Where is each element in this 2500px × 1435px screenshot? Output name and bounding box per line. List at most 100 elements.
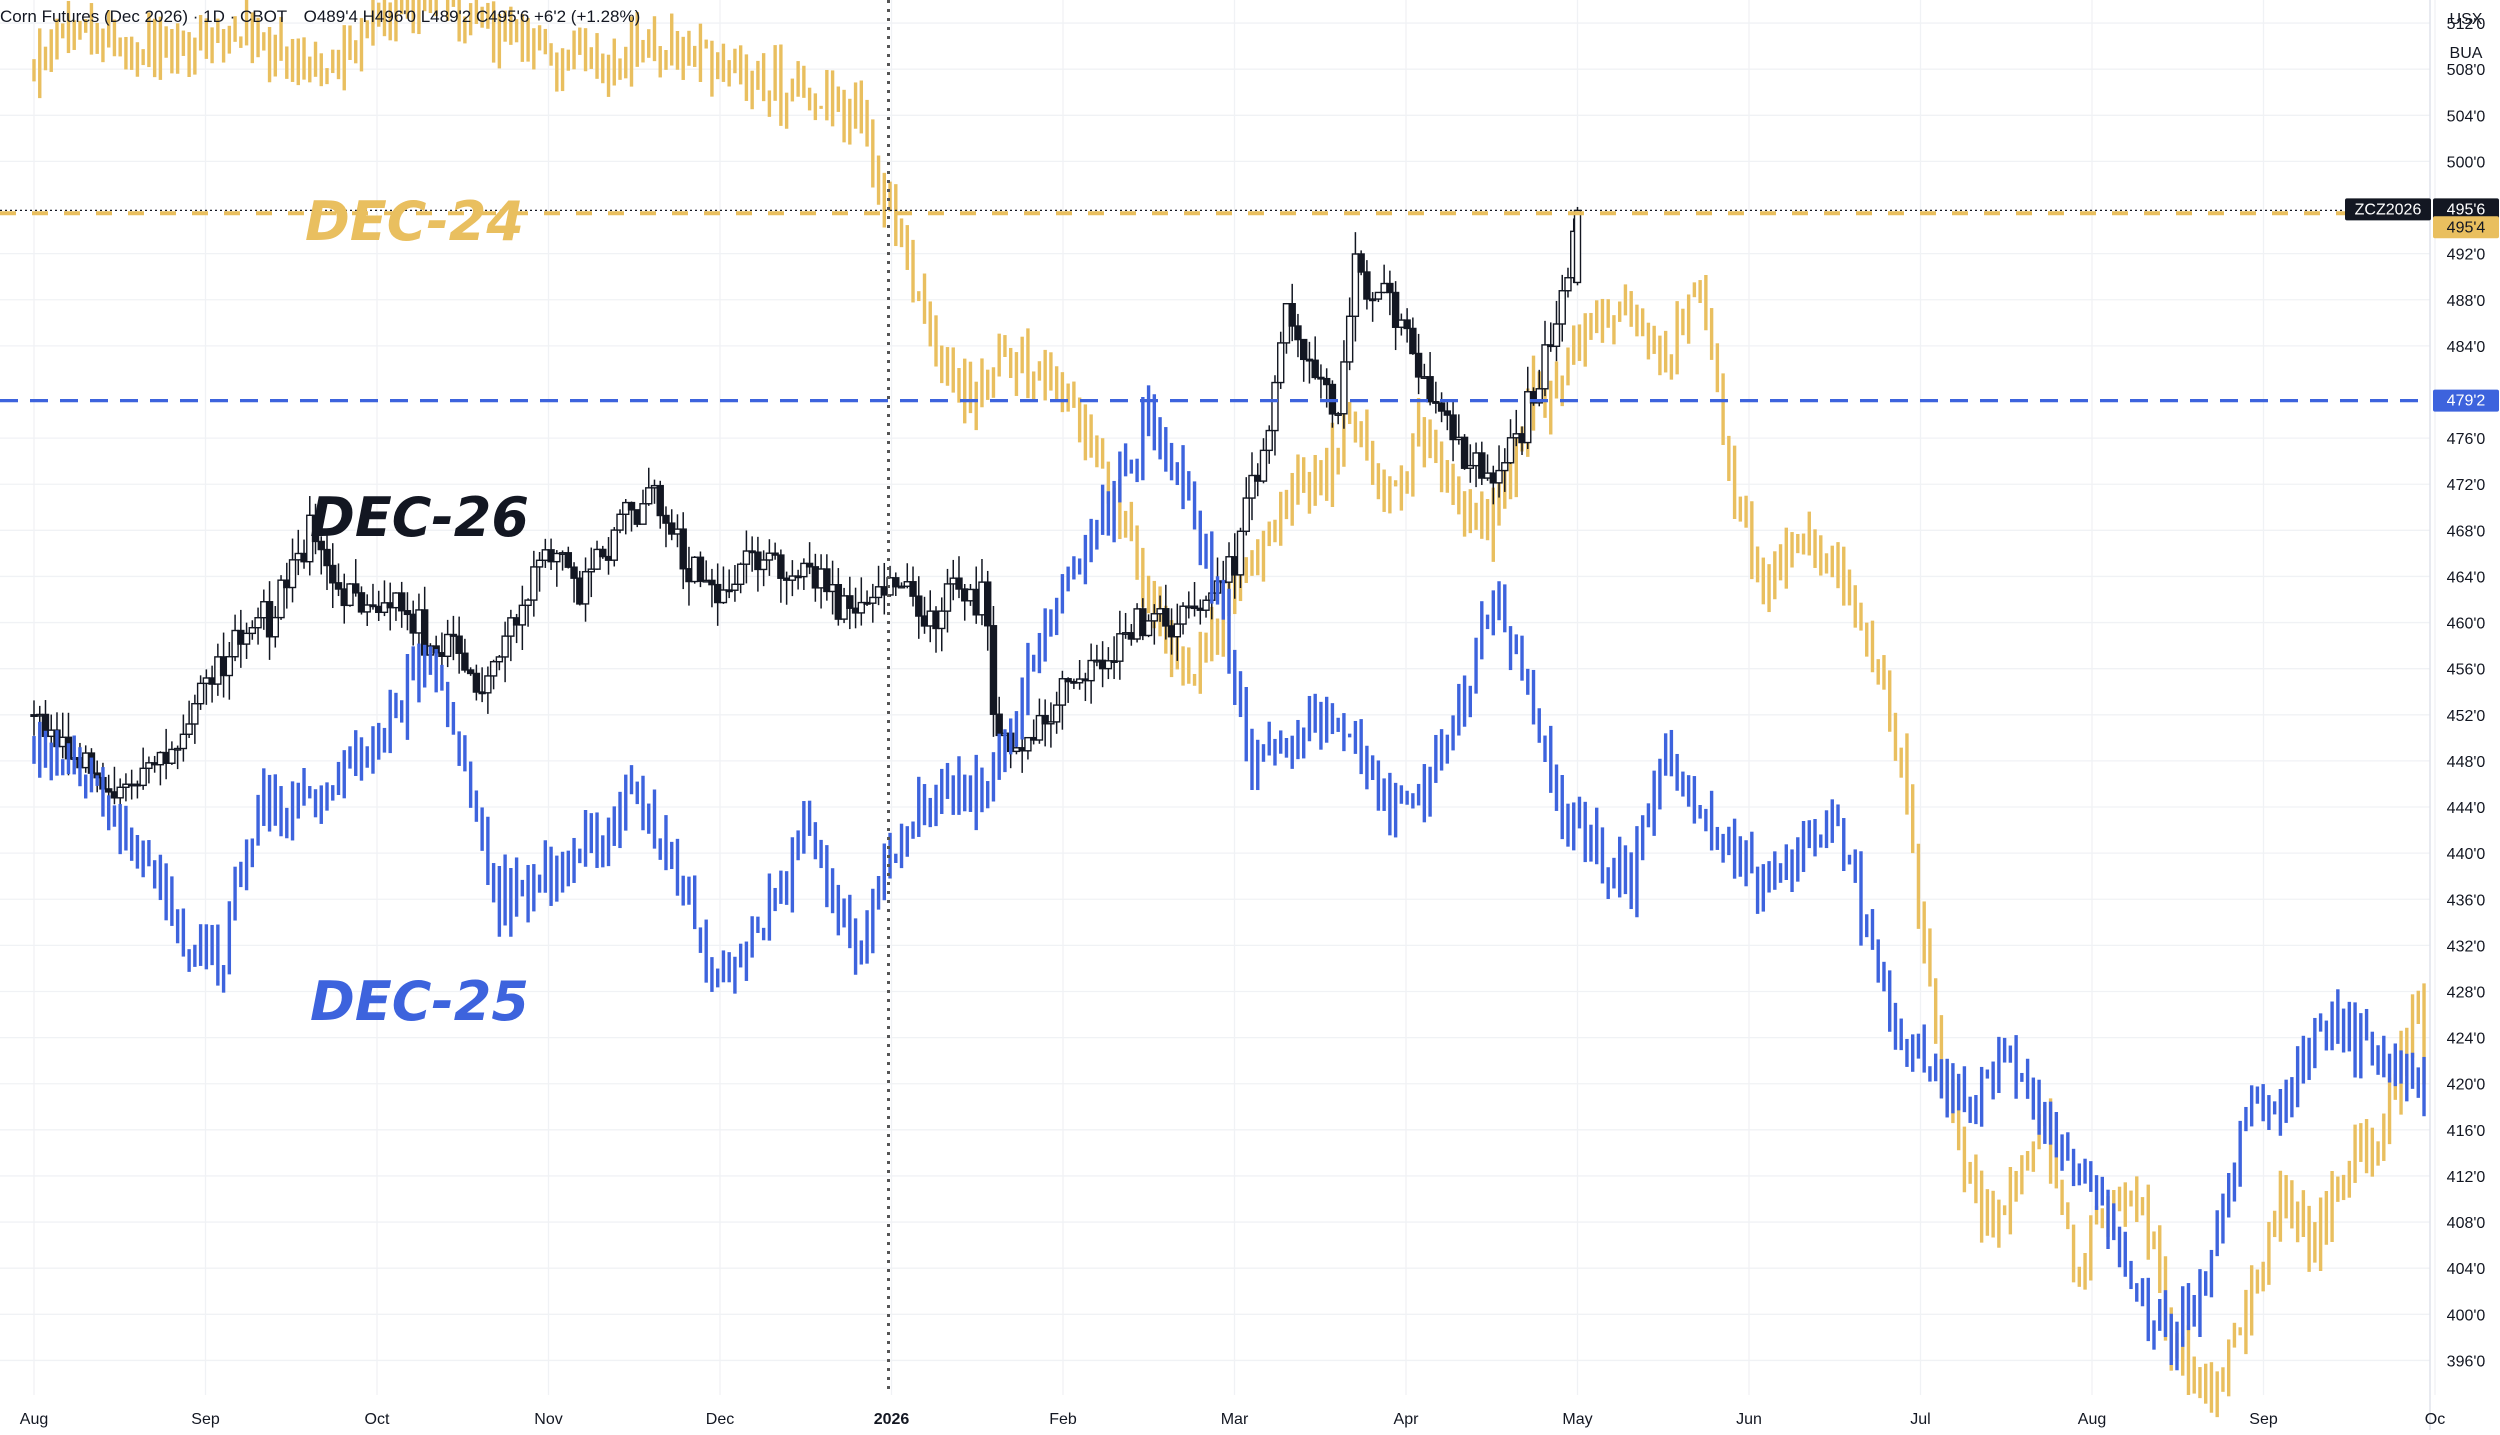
time-tick-label: Aug xyxy=(20,1411,48,1428)
candle-body xyxy=(191,703,199,725)
time-tick-label: Jul xyxy=(1910,1411,1930,1428)
candle-body xyxy=(1386,282,1394,294)
candle-body xyxy=(984,581,992,627)
candle-body xyxy=(1449,414,1457,441)
price-tag-label: 495'4 xyxy=(2447,219,2486,236)
candle-body xyxy=(1058,678,1067,706)
symbol-header: Corn Futures (Dec 2026) · 1D · CBOT O489… xyxy=(0,7,640,26)
candle-body xyxy=(765,552,774,561)
candle-body xyxy=(1173,623,1182,638)
price-tick-label: 420'0 xyxy=(2447,1077,2486,1094)
candle-body xyxy=(1104,660,1113,670)
candle-body xyxy=(1087,659,1095,682)
candle-body xyxy=(495,656,504,663)
price-tick-label: 452'0 xyxy=(2447,708,2486,725)
time-axis[interactable]: Aug Sep Oct Nov Dec 2026 Feb Mar Apr May Jun Jul Aug… xyxy=(20,1411,2445,1428)
time-tick-label: Nov xyxy=(534,1411,562,1428)
price-tick-label: 444'0 xyxy=(2447,800,2486,817)
price-tick-label: 436'0 xyxy=(2447,892,2486,909)
candle-body xyxy=(1236,530,1245,576)
candle-body xyxy=(662,514,670,524)
candle-body xyxy=(317,540,325,551)
candle-body xyxy=(1414,352,1423,378)
candle-body xyxy=(1374,291,1383,300)
candle-body xyxy=(1506,437,1515,464)
candle-body xyxy=(179,733,188,750)
candle-body xyxy=(1340,361,1348,415)
price-tick-label: 472'0 xyxy=(2447,477,2486,494)
candle-body xyxy=(139,767,147,787)
candle-body xyxy=(1403,319,1411,330)
candle-body xyxy=(535,559,544,568)
candle-body xyxy=(553,552,561,563)
price-tick-label: 508'0 xyxy=(2447,62,2486,79)
candle-body xyxy=(507,617,515,637)
candle-body xyxy=(1443,410,1452,416)
candle-body xyxy=(679,528,687,570)
candle-body xyxy=(857,601,866,614)
price-tick-label: 428'0 xyxy=(2447,984,2486,1001)
price-axis[interactable]: 512'0 508'0 504'0 500'0 492'0 488'0 484'0 476'0… xyxy=(2345,16,2499,1370)
price-tag xyxy=(2433,216,2499,239)
candle-body xyxy=(1116,633,1124,662)
candle-body xyxy=(1064,678,1072,683)
price-tick-label: 504'0 xyxy=(2447,108,2486,125)
candle-body xyxy=(271,616,280,638)
candle-body xyxy=(1294,325,1302,341)
price-tick-label: 404'0 xyxy=(2447,1261,2486,1278)
candle-body xyxy=(346,583,354,607)
candle-body xyxy=(1524,391,1532,444)
candle-body xyxy=(564,552,573,568)
candle-body xyxy=(708,579,716,586)
candle-body xyxy=(989,625,998,715)
candle-body xyxy=(1150,613,1159,622)
candle-body xyxy=(823,568,831,593)
candle-body xyxy=(581,571,590,605)
candle-body xyxy=(403,610,412,616)
candle-body xyxy=(1271,381,1279,432)
candle-body xyxy=(1202,599,1210,611)
candle-body xyxy=(897,585,906,589)
candle-body xyxy=(1426,376,1434,403)
candle-body xyxy=(501,635,509,658)
candle-body xyxy=(915,595,923,617)
candle-body xyxy=(777,554,785,579)
candle-body xyxy=(145,762,153,770)
price-tick-label: 484'0 xyxy=(2447,339,2486,356)
candle-body xyxy=(530,566,538,601)
candle-body xyxy=(1162,608,1170,627)
candle-body xyxy=(1558,290,1566,325)
price-tick-label: 456'0 xyxy=(2447,662,2486,679)
candle-body xyxy=(288,559,297,589)
time-tick-label: Apr xyxy=(1394,1411,1420,1428)
time-tick-label: Oc xyxy=(2425,1411,2445,1428)
candle-body xyxy=(357,592,366,613)
series-label: DEC-25 xyxy=(310,970,529,1033)
series-label: DEC-26 xyxy=(310,486,529,549)
candle-body xyxy=(225,656,234,677)
candle-body xyxy=(466,669,475,675)
candle-body xyxy=(1265,429,1273,452)
candle-body xyxy=(397,592,406,612)
series-label: DEC-24 xyxy=(305,190,524,253)
candle-body xyxy=(277,579,285,619)
time-tick-label: 2026 xyxy=(874,1411,910,1428)
candle-body xyxy=(645,487,653,505)
price-tick-label: 440'0 xyxy=(2447,846,2486,863)
candle-body xyxy=(461,652,469,671)
candle-body xyxy=(656,484,664,517)
candle-body xyxy=(1041,714,1049,725)
candle-body xyxy=(1300,338,1308,361)
candle-body xyxy=(627,501,636,511)
reference-lines xyxy=(0,0,2430,1395)
candle-body xyxy=(1363,271,1371,300)
price-tick-label: 412'0 xyxy=(2447,1169,2486,1186)
candle-body xyxy=(1322,377,1331,386)
grid-lines xyxy=(0,0,2436,1430)
candle-body xyxy=(1573,209,1582,284)
candle-body xyxy=(242,632,251,645)
candle-body xyxy=(1288,303,1296,327)
candle-body xyxy=(1437,402,1446,412)
